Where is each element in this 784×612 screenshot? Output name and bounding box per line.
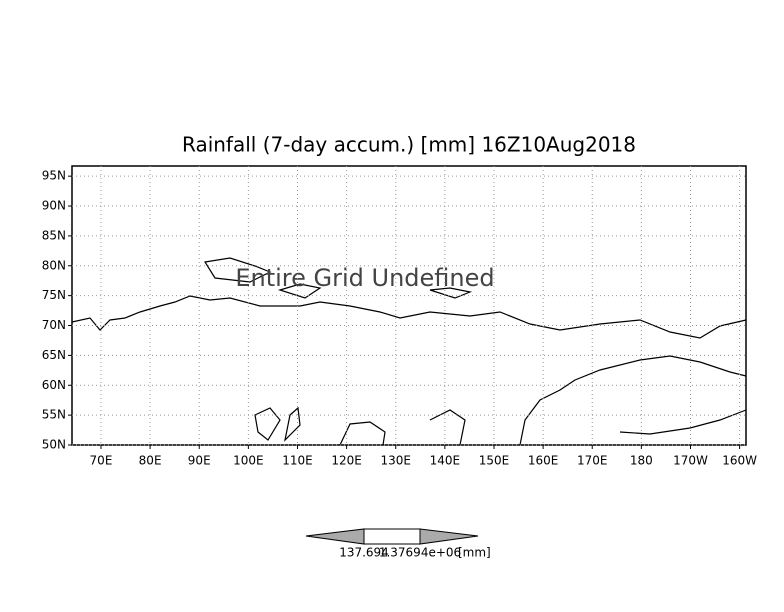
colorbar-unit: [mm]: [458, 546, 491, 560]
y-tick-label: 80N: [42, 258, 66, 272]
colorbar-label: 137.694: [339, 546, 389, 560]
x-tick-label: 130E: [380, 454, 411, 468]
x-tick-label: 80E: [139, 454, 162, 468]
x-tick-label: 140E: [430, 454, 461, 468]
y-tick-label: 85N: [42, 228, 66, 242]
coastline: [429, 287, 473, 299]
x-tick-label: 110E: [282, 454, 313, 468]
y-tick-label: 75N: [42, 288, 66, 302]
coastline: [204, 257, 272, 283]
x-tick-label: 170W: [673, 454, 708, 468]
colorbar: 137.694 1.37694e+06 [mm]: [305, 528, 491, 560]
x-tick-label: 160E: [528, 454, 559, 468]
colorbar-high: [419, 528, 479, 545]
y-tick-label: 55N: [42, 408, 66, 422]
y-tick-label: 95N: [42, 169, 66, 183]
x-tick-label: 160W: [722, 454, 757, 468]
y-tick-label: 65N: [42, 348, 66, 362]
map-title: Rainfall (7-day accum.) [mm] 16Z10Aug201…: [182, 133, 636, 157]
x-tick-label: 90E: [188, 454, 211, 468]
coastline: [284, 406, 301, 442]
x-tick-label: 100E: [233, 454, 264, 468]
colorbar-mid: [363, 528, 421, 545]
coastline: [429, 409, 466, 446]
y-tick-label: 50N: [42, 438, 66, 452]
y-tick-label: 90N: [42, 199, 66, 213]
x-tick-label: 70E: [90, 454, 113, 468]
x-tick-label: 180: [630, 454, 653, 468]
coastline: [339, 421, 386, 446]
x-tick-label: 150E: [479, 454, 510, 468]
coastline: [619, 409, 747, 435]
x-tick-label: 170E: [577, 454, 608, 468]
coastline: [519, 355, 747, 446]
plot-frame: [71, 165, 747, 446]
coastline: [71, 295, 747, 339]
annotation: Entire Grid Undefined: [235, 264, 494, 292]
coastlines: [71, 257, 747, 446]
colorbar-low: [305, 528, 365, 545]
x-tick-label: 120E: [331, 454, 362, 468]
y-tick-label: 60N: [42, 378, 66, 392]
coastline: [254, 407, 281, 441]
colorbar-label: 1.37694e+06: [379, 546, 461, 560]
y-tick-label: 70N: [42, 318, 66, 332]
